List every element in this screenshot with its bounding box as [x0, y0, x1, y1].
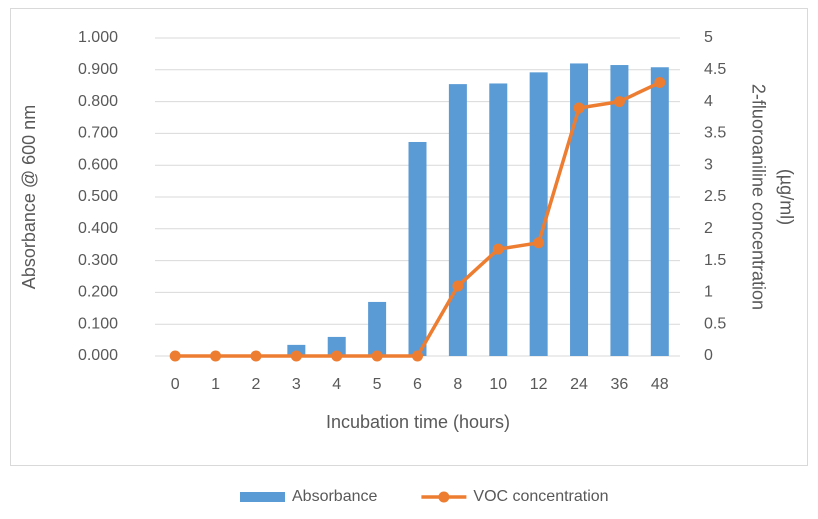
x-tick-label: 2 — [252, 376, 261, 393]
line-marker — [210, 350, 222, 362]
bar — [287, 344, 306, 356]
y2-tick-label: 4.5 — [704, 61, 726, 78]
bar — [489, 83, 508, 356]
x-tick-label: 10 — [489, 376, 507, 393]
y-tick-label: 0.800 — [78, 93, 118, 110]
y2-tick-label: 3 — [704, 156, 713, 173]
y-tick-label: 0.300 — [78, 252, 118, 269]
x-tick-label: 1 — [211, 376, 220, 393]
x-tick-label: 3 — [292, 376, 301, 393]
x-tick-label: 5 — [373, 376, 382, 393]
line-marker — [654, 77, 666, 89]
y2-tick-label: 1 — [704, 284, 713, 301]
line-marker — [613, 96, 625, 108]
y2-axis-label: 2-fluoroaniline concentration — [748, 84, 768, 310]
bar — [368, 301, 387, 356]
bar — [327, 336, 346, 356]
line-marker — [412, 350, 423, 362]
y2-tick-label: 1.5 — [704, 252, 726, 269]
line-marker — [169, 350, 181, 362]
y-axis-label: Absorbance @ 600 nm — [19, 105, 39, 289]
line-marker — [331, 350, 343, 362]
y2-tick-label: 4 — [704, 93, 713, 110]
legend-swatch — [438, 491, 450, 503]
x-tick-label: 8 — [453, 376, 462, 393]
legend-label: VOC concentration — [473, 488, 608, 505]
bar — [610, 65, 629, 356]
y-tick-label: 0.500 — [78, 188, 118, 205]
line-marker — [452, 280, 464, 292]
x-axis-label: Incubation time (hours) — [326, 412, 510, 432]
y-tick-label: 0.700 — [78, 125, 118, 142]
line-marker — [492, 243, 504, 255]
x-tick-label: 36 — [611, 376, 629, 393]
y-tick-label: 0.000 — [78, 347, 118, 364]
bar — [570, 63, 589, 356]
bar — [408, 141, 427, 356]
y2-tick-label: 2.5 — [704, 188, 726, 205]
y-tick-label: 0.200 — [78, 284, 118, 301]
y-tick-label: 0.100 — [78, 315, 118, 332]
bar — [529, 72, 548, 357]
y2-tick-label: 5 — [704, 29, 713, 46]
line-marker — [250, 350, 262, 362]
x-tick-label: 4 — [332, 376, 341, 393]
y-tick-label: 0.400 — [78, 220, 118, 237]
legend-swatch — [240, 492, 285, 502]
y2-tick-label: 0.5 — [704, 315, 726, 332]
x-tick-label: 0 — [171, 376, 180, 393]
legend-label: Absorbance — [292, 488, 377, 505]
y2-tick-label: 0 — [704, 347, 713, 364]
x-tick-label: 6 — [413, 376, 422, 393]
y2-tick-label: 3.5 — [704, 125, 726, 142]
x-tick-label: 12 — [530, 376, 548, 393]
x-tick-label: 48 — [651, 376, 669, 393]
line-marker — [533, 237, 545, 249]
y2-tick-label: 2 — [704, 220, 713, 237]
y-tick-label: 0.900 — [78, 61, 118, 78]
y-tick-label: 1.000 — [78, 29, 118, 46]
x-tick-label: 24 — [570, 376, 588, 393]
line-marker — [290, 350, 302, 362]
bar — [448, 84, 467, 357]
line-marker — [371, 350, 383, 362]
line-marker — [573, 102, 585, 114]
y2-axis-label: (µg/ml) — [776, 169, 796, 225]
bar — [650, 67, 669, 357]
y-tick-label: 0.600 — [78, 156, 118, 173]
